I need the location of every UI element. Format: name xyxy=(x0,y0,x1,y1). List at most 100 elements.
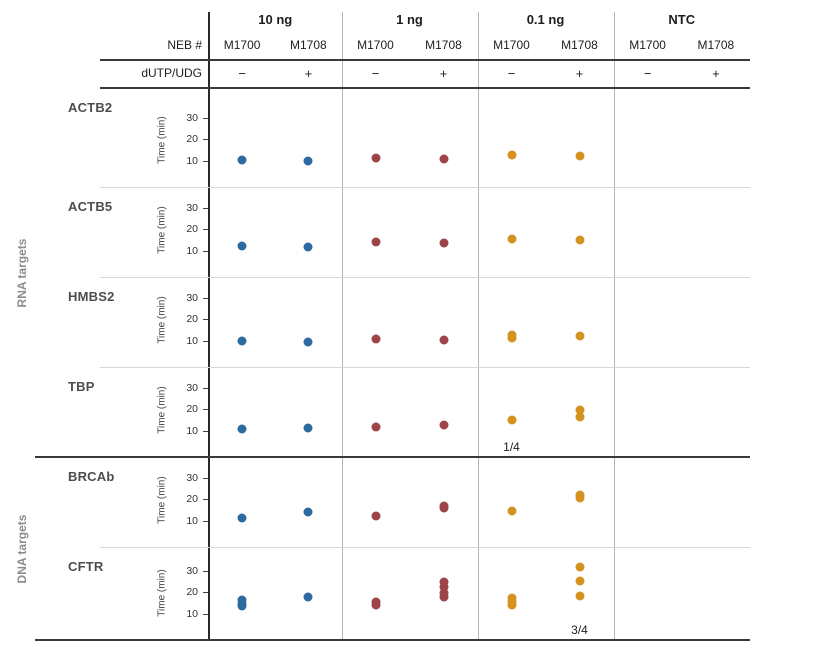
dutp-value: + xyxy=(712,66,720,81)
tick-mark xyxy=(203,139,208,140)
data-point xyxy=(507,506,516,516)
data-point xyxy=(303,592,313,602)
column-group-separator xyxy=(341,12,343,640)
data-point xyxy=(575,405,584,414)
tick-label: 10 xyxy=(186,514,198,527)
y-axis-line xyxy=(208,12,210,640)
row-separator xyxy=(100,367,750,368)
target-label: CFTR xyxy=(68,559,104,574)
data-point xyxy=(439,154,448,164)
time-axis-label: Time (min) xyxy=(156,568,168,617)
time-axis-label: Time (min) xyxy=(156,475,168,524)
data-point xyxy=(371,600,380,610)
tick-mark xyxy=(203,570,208,572)
data-point xyxy=(575,591,584,601)
column-group-separator xyxy=(613,12,615,640)
neb-column-label: M1708 xyxy=(561,38,598,52)
tick-mark xyxy=(203,297,208,299)
data-point xyxy=(237,424,247,434)
tick-mark xyxy=(203,430,208,432)
data-point xyxy=(575,151,584,161)
fraction-annotation: 1/4 xyxy=(503,440,520,454)
neb-column-label: M1700 xyxy=(223,38,261,52)
tick-mark xyxy=(203,117,208,119)
data-point xyxy=(371,422,380,432)
tick-mark xyxy=(203,409,208,410)
dutp-value: − xyxy=(238,66,246,81)
data-point xyxy=(575,576,584,586)
data-point xyxy=(507,234,516,244)
tick-label: 20 xyxy=(186,586,198,598)
tick-label: 10 xyxy=(186,607,198,620)
data-point xyxy=(371,237,380,247)
data-point xyxy=(371,511,380,521)
neb-row-label: NEB # xyxy=(167,38,202,52)
tick-label: 20 xyxy=(186,133,198,145)
data-point xyxy=(303,507,313,517)
column-group-separator xyxy=(477,12,479,640)
tick-label: 20 xyxy=(186,313,198,325)
data-point xyxy=(507,600,516,610)
data-point xyxy=(575,493,584,503)
concentration-group-label: 1 ng xyxy=(396,12,423,27)
neb-column-label: M1708 xyxy=(425,38,462,52)
data-point xyxy=(507,150,516,160)
table-bottom-rule xyxy=(35,639,750,641)
time-axis-label: Time (min) xyxy=(156,205,168,254)
time-axis-label: Time (min) xyxy=(156,115,168,164)
target-label: ACTB5 xyxy=(68,199,113,214)
data-point xyxy=(439,577,448,587)
header-rule-bottom xyxy=(100,87,750,89)
data-point xyxy=(439,503,448,513)
tick-mark xyxy=(203,592,208,593)
tick-mark xyxy=(203,250,208,252)
side-group-label: RNA targets xyxy=(15,238,29,307)
data-point xyxy=(237,336,247,346)
header-rule-top xyxy=(100,59,750,61)
data-point xyxy=(439,592,448,602)
time-axis-label: Time (min) xyxy=(156,385,168,434)
neb-column-label: M1700 xyxy=(493,38,530,52)
tick-label: 30 xyxy=(186,111,198,124)
tick-mark xyxy=(203,229,208,230)
tick-label: 30 xyxy=(186,291,198,304)
data-point xyxy=(575,562,584,572)
dutp-value: − xyxy=(371,66,380,81)
dutp-value: + xyxy=(575,66,584,81)
time-axis-label: Time (min) xyxy=(156,295,168,344)
data-point xyxy=(439,582,448,592)
dutp-value: + xyxy=(304,66,313,81)
dutp-value: − xyxy=(507,66,516,81)
tick-label: 10 xyxy=(186,154,198,167)
data-point xyxy=(371,334,380,344)
fraction-annotation: 3/4 xyxy=(571,623,588,637)
concentration-group-label: NTC xyxy=(668,12,696,27)
tick-label: 30 xyxy=(186,564,198,577)
tick-mark xyxy=(203,387,208,389)
dutp-value: − xyxy=(643,66,652,81)
data-point xyxy=(237,155,247,165)
data-point xyxy=(237,601,247,611)
neb-column-label: M1708 xyxy=(697,38,735,52)
tick-mark xyxy=(203,613,208,615)
tick-mark xyxy=(203,340,208,342)
data-point xyxy=(575,412,584,422)
data-point xyxy=(237,241,247,251)
data-point xyxy=(507,333,516,343)
target-label: HMBS2 xyxy=(68,289,115,304)
neb-column-label: M1708 xyxy=(290,38,327,52)
target-label: TBP xyxy=(68,379,95,394)
target-label: BRCAb xyxy=(68,469,115,484)
target-label: ACTB2 xyxy=(68,100,113,115)
tick-mark xyxy=(203,477,208,479)
data-point xyxy=(303,423,313,433)
tick-label: 30 xyxy=(186,381,198,394)
concentration-group-label: 0.1 ng xyxy=(526,12,565,27)
row-separator xyxy=(100,187,750,188)
tick-label: 20 xyxy=(186,403,198,415)
tick-label: 30 xyxy=(186,471,198,484)
data-point xyxy=(575,235,584,245)
tick-mark xyxy=(203,319,208,320)
neb-column-label: M1700 xyxy=(357,38,394,52)
